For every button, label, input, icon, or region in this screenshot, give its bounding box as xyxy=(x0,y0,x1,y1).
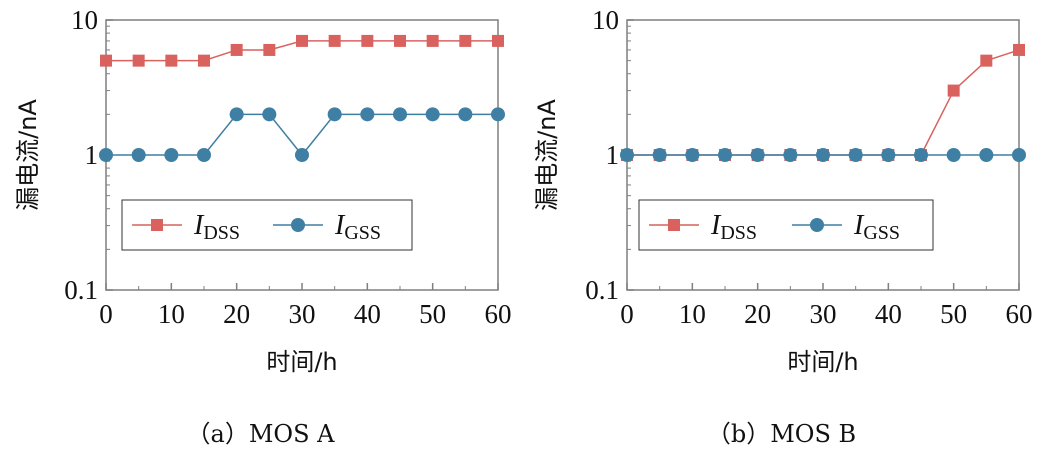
data-point-gss xyxy=(491,107,505,122)
data-point-dss xyxy=(328,34,341,47)
data-point-gss xyxy=(327,107,342,122)
legend-label-dss: IDSS xyxy=(193,210,240,244)
x-tick-label: 50 xyxy=(940,299,967,329)
x-axis-label: 时间/h xyxy=(266,348,337,376)
data-point-dss xyxy=(492,34,504,47)
data-point-gss xyxy=(229,107,244,122)
data-point-dss xyxy=(426,34,439,47)
y-tick-label: 1 xyxy=(85,140,99,170)
x-axis-label: 时间/h xyxy=(787,348,858,376)
y-tick-label: 0.1 xyxy=(64,275,98,305)
x-tick-label: 10 xyxy=(679,299,706,329)
y-tick-label: 10 xyxy=(71,5,98,35)
data-point-gss xyxy=(262,107,277,122)
legend-marker xyxy=(291,218,305,232)
data-point-gss xyxy=(295,148,309,162)
data-point-dss xyxy=(361,34,374,47)
data-point-gss xyxy=(685,148,700,162)
data-point-dss xyxy=(980,54,993,67)
legend-label-gss: IGSS xyxy=(334,210,381,244)
legend-box xyxy=(121,199,413,251)
legend-symbol: I xyxy=(710,210,722,241)
data-point-dss xyxy=(165,54,178,67)
legend-subscript: DSS xyxy=(203,222,240,244)
data-point-gss xyxy=(197,148,211,162)
data-point-gss xyxy=(620,148,634,162)
legend-marker xyxy=(151,219,163,231)
data-point-gss xyxy=(914,148,928,162)
x-tick-label: 60 xyxy=(1006,299,1033,329)
legend-subscript: GSS xyxy=(344,222,381,244)
y-tick-label: 10 xyxy=(592,5,619,35)
x-tick-label: 40 xyxy=(354,299,381,329)
caption-b: （b）MOS B xyxy=(706,420,857,448)
data-point-dss xyxy=(230,43,243,56)
legend-label-gss: IGSS xyxy=(853,210,900,244)
data-point-gss xyxy=(360,107,375,122)
x-tick-label: 0 xyxy=(99,299,113,329)
data-point-gss xyxy=(458,107,473,122)
legend-marker xyxy=(668,219,680,231)
data-point-gss xyxy=(652,148,667,162)
data-point-gss xyxy=(718,148,732,162)
data-point-dss xyxy=(296,34,308,47)
x-tick-label: 10 xyxy=(158,299,185,329)
data-point-gss xyxy=(979,148,994,162)
data-point-gss xyxy=(881,148,896,162)
legend-symbol: I xyxy=(334,210,346,241)
x-tick-label: 20 xyxy=(223,299,250,329)
legend-box xyxy=(638,199,934,251)
y-axis-label: 漏电流/nA xyxy=(14,99,42,211)
x-tick-label: 60 xyxy=(485,299,512,329)
data-point-gss xyxy=(393,107,407,122)
data-point-dss xyxy=(459,34,472,47)
legend-marker xyxy=(810,218,824,232)
data-point-gss xyxy=(164,148,179,162)
data-point-gss xyxy=(99,148,113,162)
y-tick-label: 1 xyxy=(606,140,620,170)
data-point-gss xyxy=(848,148,863,162)
data-point-dss xyxy=(394,34,406,47)
data-point-gss xyxy=(946,148,961,162)
chart-panel-a: 0.1 1 10 0 10 20 30 40 50 60 时间/h 漏电流/nA IDSS IGSS （a… xyxy=(14,5,512,448)
legend-symbol: I xyxy=(853,210,865,241)
x-tick-label: 30 xyxy=(289,299,316,329)
data-point-dss xyxy=(100,54,112,67)
data-point-gss xyxy=(783,148,798,162)
legend-subscript: DSS xyxy=(720,222,757,244)
y-axis-label: 漏电流/nA xyxy=(533,99,561,211)
x-tick-label: 40 xyxy=(875,299,902,329)
data-point-gss xyxy=(425,107,440,122)
data-point-dss xyxy=(1013,43,1025,56)
data-point-dss xyxy=(263,43,276,56)
legend-subscript: GSS xyxy=(863,222,900,244)
chart-panel-b: 0.1 1 10 0 10 20 30 40 50 60 时间/h 漏电流/nA IDSS IGSS （b… xyxy=(521,0,1042,451)
x-tick-label: 50 xyxy=(419,299,446,329)
data-point-gss xyxy=(816,148,830,162)
x-tick-label: 0 xyxy=(620,299,634,329)
data-point-gss xyxy=(750,148,765,162)
legend-label-dss: IDSS xyxy=(710,210,757,244)
data-point-dss xyxy=(947,84,960,97)
data-point-dss xyxy=(132,54,145,67)
y-tick-label: 0.1 xyxy=(585,275,619,305)
legend-symbol: I xyxy=(193,210,205,241)
x-tick-label: 20 xyxy=(744,299,771,329)
series-line-dss xyxy=(627,49,1020,156)
data-point-gss xyxy=(131,148,146,162)
x-tick-label: 30 xyxy=(810,299,837,329)
data-point-dss xyxy=(198,54,210,67)
caption-a: （a）MOS A xyxy=(186,420,335,448)
data-point-gss xyxy=(1012,148,1026,162)
